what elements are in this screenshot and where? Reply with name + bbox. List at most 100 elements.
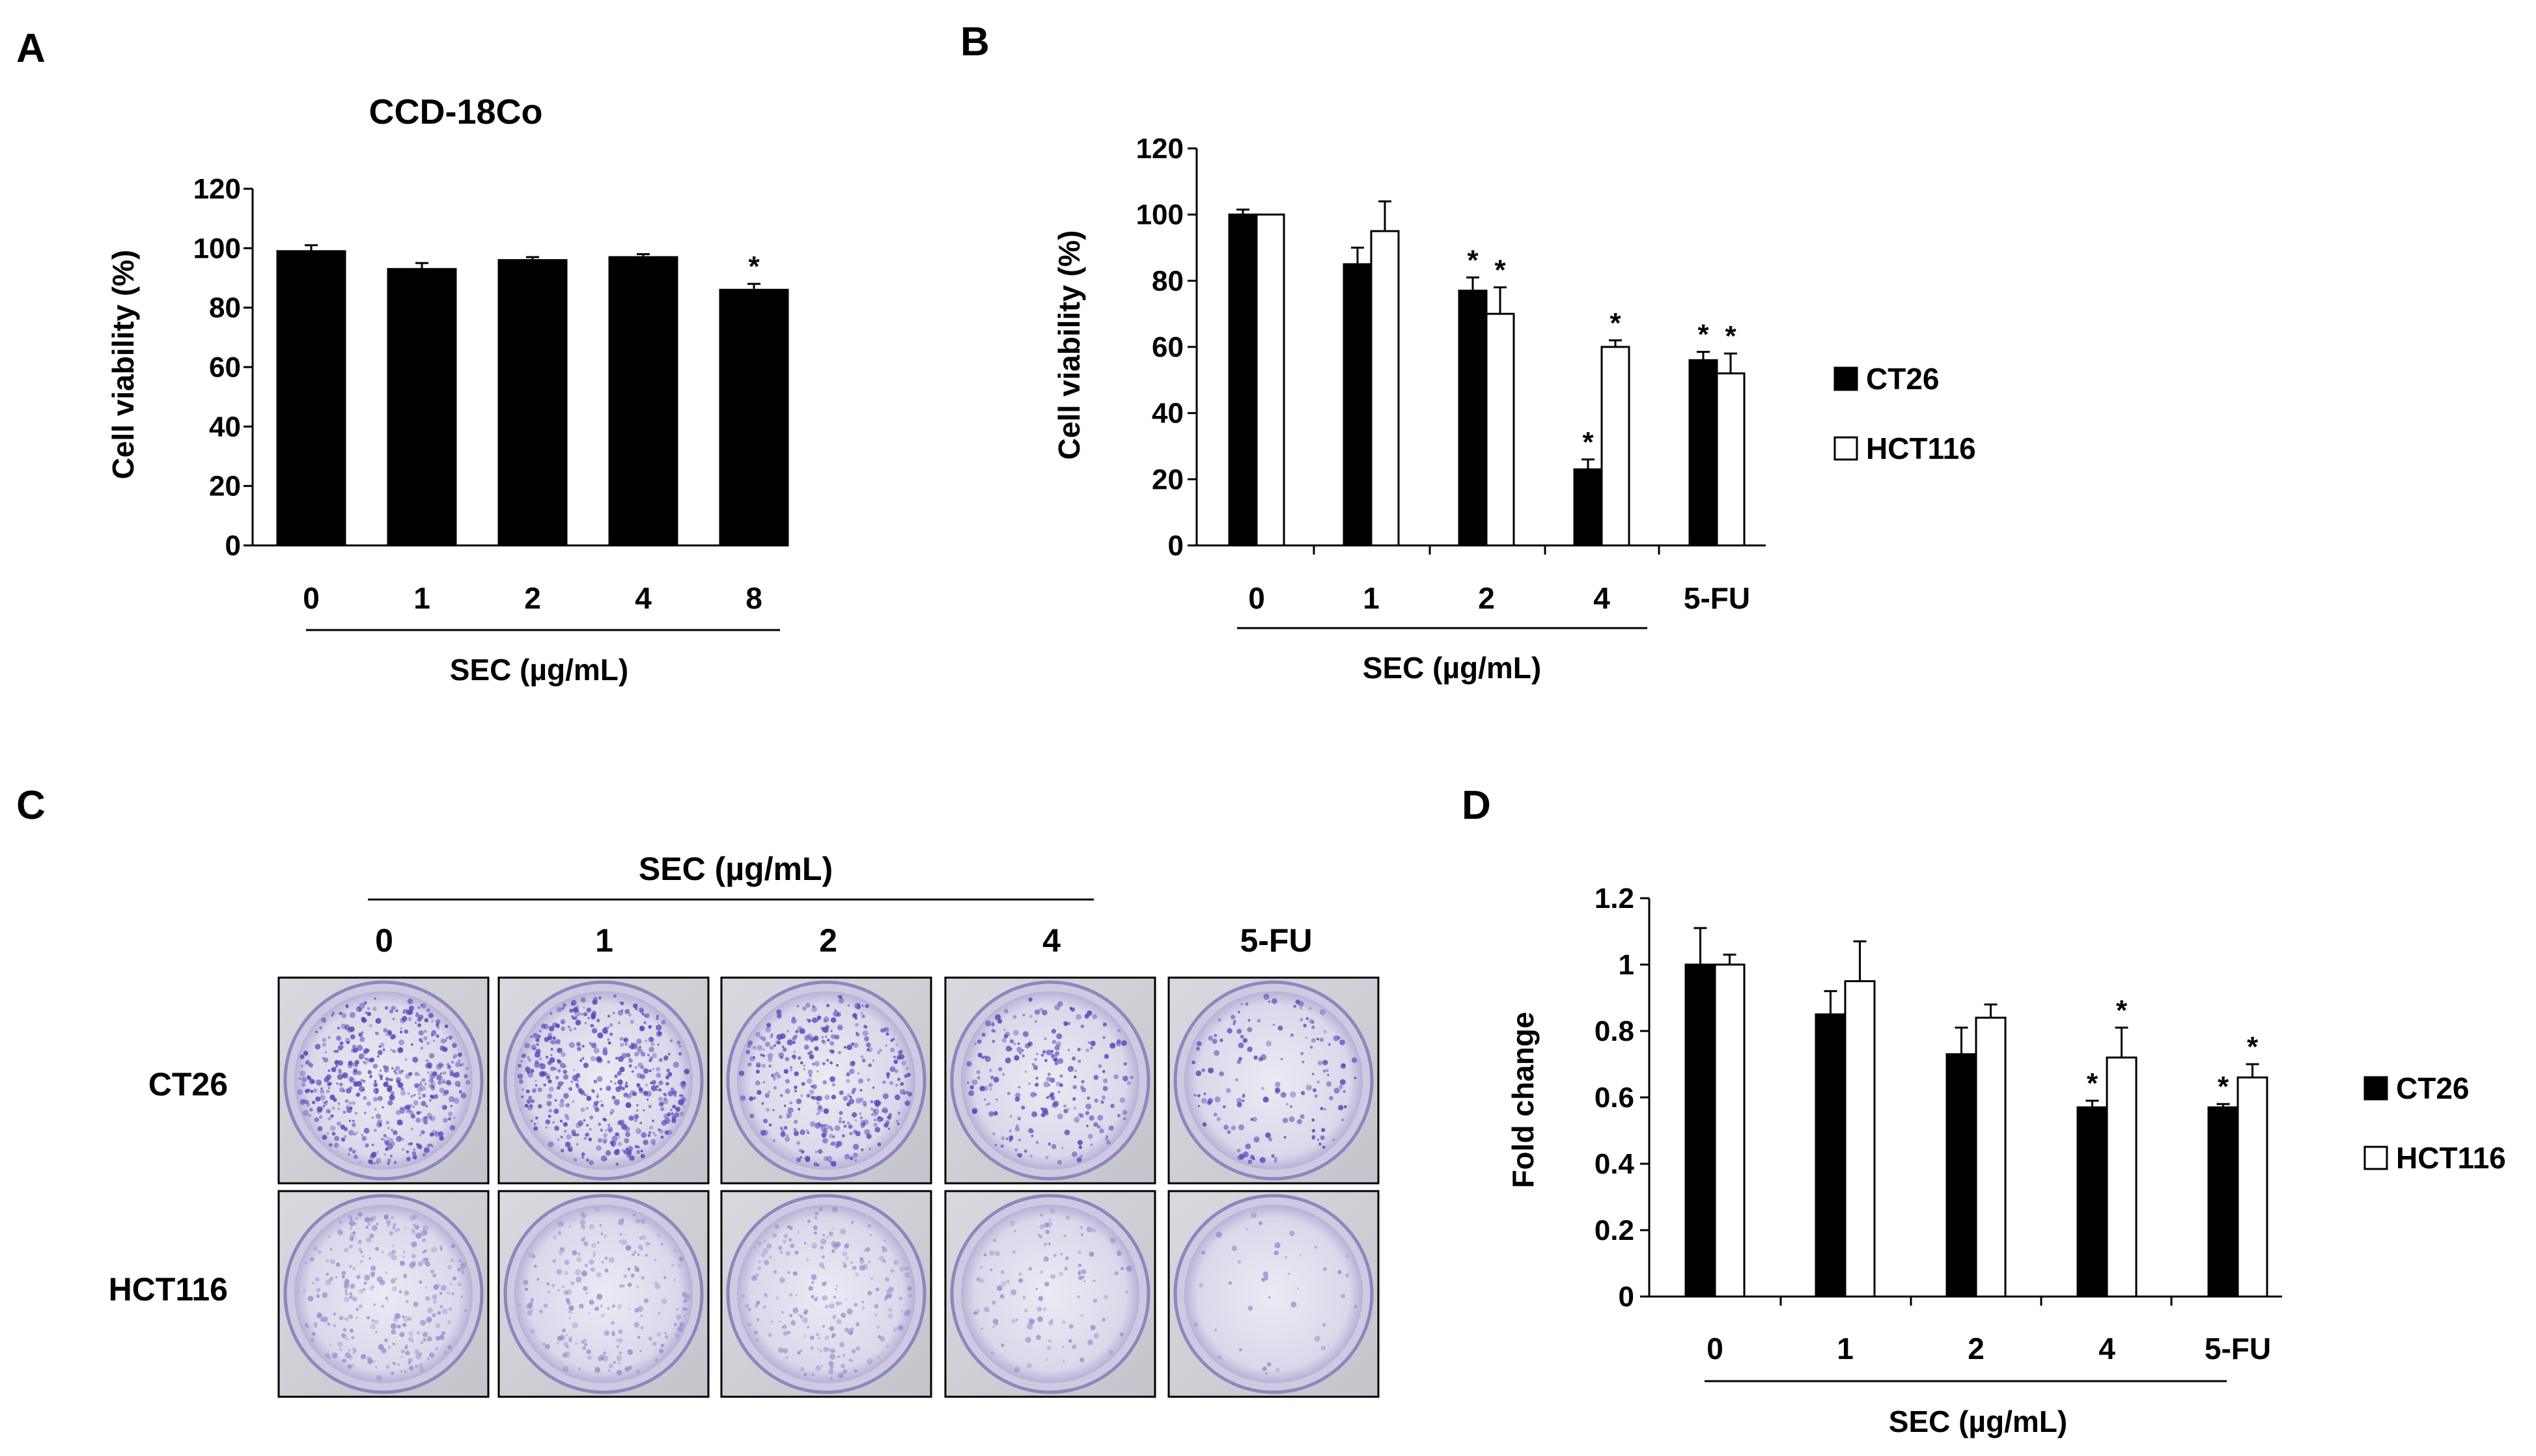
colony-dot <box>1003 1028 1006 1031</box>
colony-dot <box>1274 1087 1281 1093</box>
colony-dot <box>372 1064 378 1069</box>
colony-dot <box>795 1294 798 1297</box>
colony-dot <box>391 1006 395 1010</box>
colony-dot <box>316 1294 320 1298</box>
colony-dot <box>609 1112 613 1115</box>
colony-dot <box>771 1074 774 1077</box>
colony-dot <box>411 1254 416 1259</box>
colony-dot <box>992 1039 996 1043</box>
colony-dot <box>669 1039 673 1042</box>
colony-dot <box>1109 1042 1116 1049</box>
colony-dot <box>325 1279 331 1285</box>
colony-dot <box>823 1347 829 1352</box>
chart-a-ytick-label: 80 <box>209 292 241 324</box>
colony-dot <box>421 1040 423 1043</box>
colony-dot <box>800 1349 802 1352</box>
colony-dot <box>598 1123 602 1126</box>
colony-dot <box>1077 1059 1081 1064</box>
colony-dot <box>893 1259 899 1265</box>
colony-dot <box>801 1149 805 1154</box>
colony-dot <box>349 1292 353 1296</box>
colony-dot <box>348 1244 354 1249</box>
colony-dot <box>1317 1080 1320 1084</box>
colony-dot <box>802 1006 807 1011</box>
colony-dot <box>895 1043 898 1047</box>
colony-dot <box>590 1267 596 1272</box>
colony-dot <box>431 1246 438 1253</box>
colony-dot <box>1074 1116 1080 1123</box>
colony-dot <box>1218 1018 1221 1022</box>
colony-dot <box>338 1070 342 1075</box>
colony-dot <box>527 1056 530 1059</box>
colony-dot <box>1298 1000 1304 1007</box>
colony-dot <box>1057 1058 1064 1064</box>
colony-dot <box>333 1142 339 1148</box>
colony-dot <box>414 1083 419 1088</box>
colony-dot <box>335 1262 341 1267</box>
colony-dot <box>586 1159 589 1162</box>
colony-header: SEC (µg/mL) <box>639 851 833 887</box>
colony-dot <box>843 1125 847 1128</box>
colony-dot <box>906 1067 909 1070</box>
colony-dot <box>1013 1030 1019 1036</box>
colony-dot <box>811 1280 815 1284</box>
colony-dot <box>1051 1028 1057 1034</box>
colony-dot <box>1050 1077 1055 1083</box>
colony-dot <box>543 1083 546 1087</box>
colony-dot <box>529 1035 533 1039</box>
colony-dot <box>564 1141 571 1147</box>
colony-dot <box>1009 1115 1012 1118</box>
colony-dot <box>1214 1096 1221 1103</box>
colony-dot <box>315 1079 322 1086</box>
colony-dot <box>339 1315 344 1321</box>
colony-dot <box>363 1048 369 1054</box>
colony-dot <box>447 1291 451 1295</box>
colony-dot <box>426 1307 433 1313</box>
colony-dot <box>322 1291 328 1298</box>
colony-dot <box>386 1086 393 1093</box>
colony-dot <box>800 1367 805 1371</box>
colony-dot <box>609 1023 613 1027</box>
colony-dot <box>755 1300 760 1305</box>
colony-dot <box>400 1355 403 1358</box>
colony-dot <box>904 1272 910 1278</box>
colony-dot <box>402 1016 408 1022</box>
colony-dot <box>676 1308 679 1311</box>
colony-dot <box>1319 1009 1326 1015</box>
colony-dot <box>350 1329 354 1334</box>
colony-dot <box>572 1322 579 1328</box>
colony-dot <box>1337 1105 1344 1110</box>
chart-a-ytick-label: 60 <box>209 351 241 383</box>
colony-dot <box>776 1013 782 1019</box>
chart-d-ytick-label: 0.2 <box>1595 1215 1634 1246</box>
colony-dot <box>400 1370 402 1373</box>
colony-well-image <box>944 1190 1156 1398</box>
colony-dot <box>620 1239 628 1246</box>
colony-dot <box>443 1118 448 1123</box>
colony-dot <box>594 1107 600 1112</box>
colony-dot <box>604 1256 608 1260</box>
colony-dot <box>337 1026 341 1030</box>
colony-dot <box>809 1121 816 1127</box>
colony-dot <box>390 1215 395 1220</box>
colony-dot <box>413 1100 419 1106</box>
colony-dot <box>816 1070 819 1073</box>
colony-dot <box>996 1098 998 1101</box>
colony-dot <box>1333 1035 1339 1041</box>
colony-dot <box>651 1282 654 1284</box>
colony-dot <box>561 1026 566 1031</box>
colony-dot <box>407 998 413 1004</box>
colony-dot <box>1090 1041 1096 1047</box>
colony-dot <box>617 1133 620 1136</box>
colony-dot <box>1268 1296 1271 1299</box>
colony-dot <box>597 1057 602 1062</box>
colony-dot <box>417 1023 422 1028</box>
chart-a-ytick-label: 20 <box>209 471 241 502</box>
colony-dot <box>656 1073 662 1078</box>
colony-dot <box>453 1053 458 1058</box>
colony-dot <box>1033 1065 1038 1071</box>
colony-dot <box>433 1284 439 1290</box>
colony-dot <box>581 1045 585 1048</box>
colony-dot <box>1042 1050 1046 1054</box>
colony-dot <box>385 1077 389 1081</box>
